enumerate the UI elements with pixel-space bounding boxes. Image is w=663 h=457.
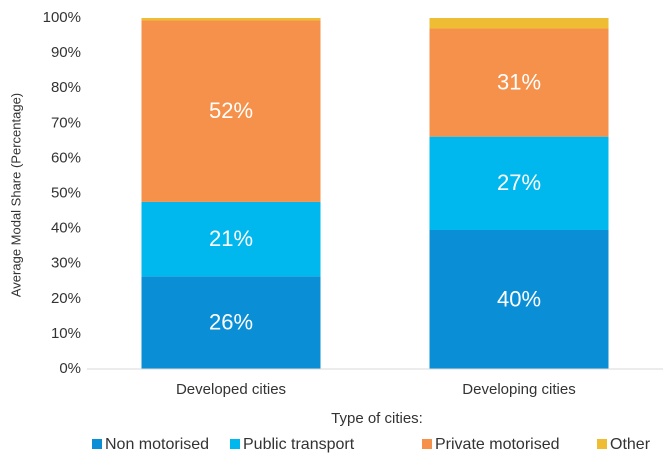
legend-swatch <box>422 439 432 449</box>
y-tick-label: 0% <box>59 360 81 377</box>
legend-label: Non motorised <box>105 436 209 453</box>
bar-segment <box>141 201 321 277</box>
y-tick-label: 70% <box>51 114 81 131</box>
y-tick-label: 60% <box>51 149 81 166</box>
y-tick-label: 100% <box>43 9 81 26</box>
x-tick-label: Developed cities <box>176 381 286 398</box>
data-label: 27% <box>497 170 541 195</box>
legend-swatch <box>230 439 240 449</box>
bar-segment <box>429 230 609 369</box>
y-tick-label: 40% <box>51 220 81 237</box>
y-axis-title: Average Modal Share (Percentage) <box>8 93 23 297</box>
legend-swatch <box>92 439 102 449</box>
y-tick-label: 20% <box>51 290 81 307</box>
bar-segment <box>429 136 609 231</box>
bar-segment <box>141 18 321 21</box>
y-tick-label: 10% <box>51 325 81 342</box>
bar-segment <box>429 18 609 29</box>
x-axis-title: Type of cities: <box>331 410 423 427</box>
legend-label: Other <box>610 436 651 453</box>
legend-label: Public transport <box>243 436 355 453</box>
bar-segment <box>429 28 609 137</box>
legend-label: Private motorised <box>435 436 560 453</box>
data-label: 40% <box>497 286 541 311</box>
y-tick-label: 30% <box>51 255 81 272</box>
legend-swatch <box>597 439 607 449</box>
data-label: 21% <box>209 226 253 251</box>
bar-segment <box>141 20 321 202</box>
x-tick-label: Developing cities <box>462 381 575 398</box>
y-tick-label: 80% <box>51 79 81 96</box>
data-label: 26% <box>209 309 253 334</box>
y-tick-label: 50% <box>51 184 81 201</box>
y-tick-label: 90% <box>51 44 81 61</box>
data-label: 52% <box>209 98 253 123</box>
data-label: 31% <box>497 69 541 94</box>
bar-segment <box>141 276 321 369</box>
